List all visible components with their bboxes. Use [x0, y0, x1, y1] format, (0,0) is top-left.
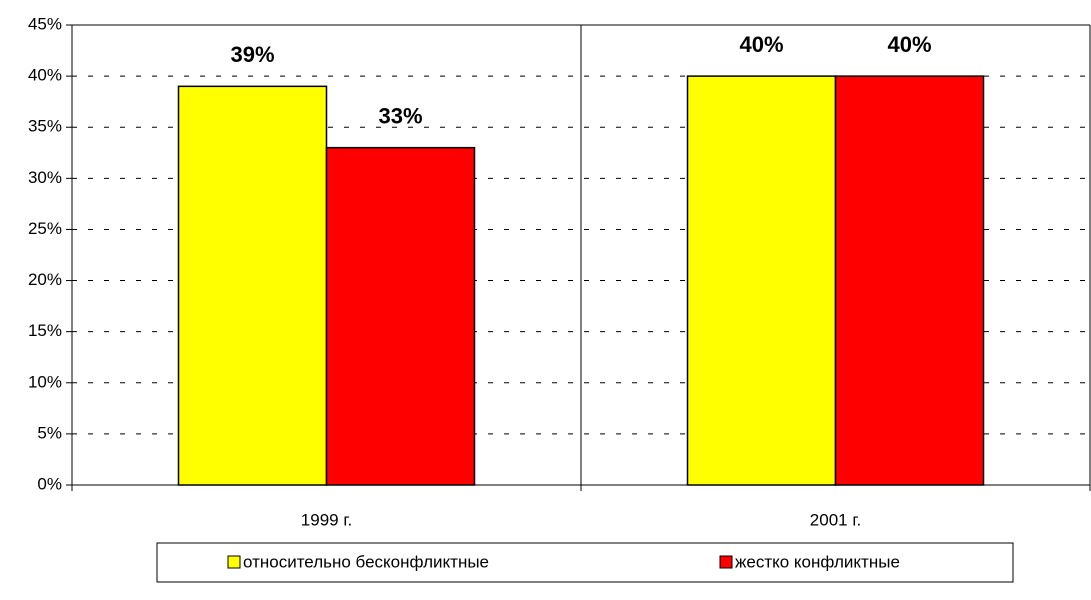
y-tick-label: 45% [28, 14, 62, 33]
data-label: 33% [378, 103, 422, 128]
y-tick-label: 25% [28, 219, 62, 238]
x-tick-label: 1999 г. [301, 510, 352, 529]
y-tick-label: 40% [28, 66, 62, 85]
y-tick-label: 35% [28, 117, 62, 136]
x-tick-label: 2001 г. [810, 510, 861, 529]
legend-label: жестко конфликтные [735, 552, 900, 571]
y-tick-label: 20% [28, 270, 62, 289]
legend-box [156, 542, 1014, 583]
legend-label: относительно бесконфликтные [243, 552, 489, 571]
bar [177, 85, 328, 486]
y-tick-label: 10% [28, 372, 62, 391]
data-label: 39% [230, 42, 274, 67]
y-tick-label: 0% [37, 474, 62, 493]
bar [834, 75, 985, 486]
y-tick-label: 15% [28, 321, 62, 340]
bar [325, 146, 476, 486]
bar [686, 75, 837, 486]
legend-swatch [227, 555, 241, 569]
legend-swatch [719, 555, 733, 569]
y-tick-label: 5% [37, 423, 62, 442]
data-label: 40% [739, 32, 783, 57]
y-tick-label: 30% [28, 168, 62, 187]
data-label: 40% [887, 32, 931, 57]
